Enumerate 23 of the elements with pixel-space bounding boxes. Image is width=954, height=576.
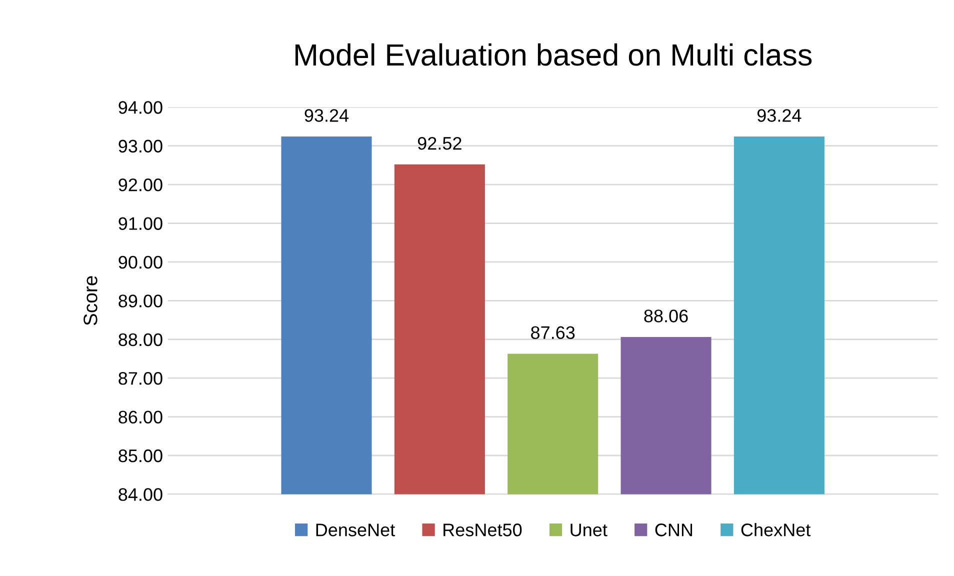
chart-title: Model Evaluation based on Multi class [296,43,812,66]
y-tick-label: 86.00 [118,410,162,424]
y-tick-label: 91.00 [118,217,162,230]
y-tick-label: 85.00 [118,449,162,462]
legend-label: ChexNet [741,523,811,536]
legend-label: ResNet50 [444,524,522,536]
data-label: 93.24 [757,109,802,122]
y-tick-label: 90.00 [118,256,162,269]
y-tick-label: 88.00 [118,333,162,346]
y-tick-label: 92.00 [118,178,162,192]
y-tick-label: 89.00 [118,294,162,308]
data-label: 87.63 [531,326,575,340]
y-tick-label: 84.00 [118,488,162,501]
y-axis-title: Score [84,276,98,326]
data-label: 92.52 [418,136,462,150]
data-label: 93.24 [304,109,349,122]
data-label: 88.06 [644,310,688,322]
y-tick-label: 87.00 [118,372,162,385]
y-tick-label: 93.00 [118,140,162,153]
y-tick-label: 94.00 [118,101,162,114]
legend-label: CNN [655,524,692,536]
legend-label: DenseNet [316,524,396,536]
legend-label: Unet [570,524,608,536]
